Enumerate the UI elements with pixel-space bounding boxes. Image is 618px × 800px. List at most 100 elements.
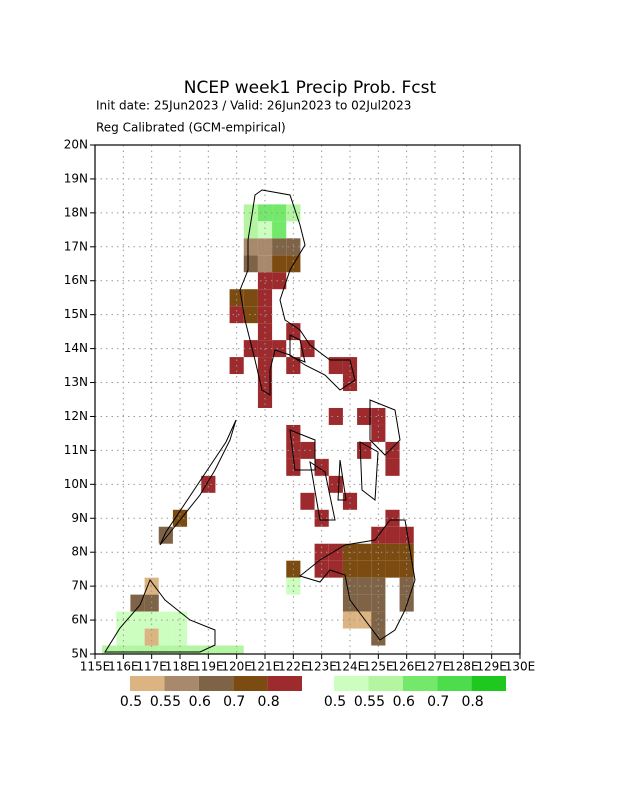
grid-cell [357, 407, 372, 425]
grid-cell [385, 560, 400, 578]
coast-palawan [159, 419, 237, 546]
legend-swatch [334, 676, 369, 691]
grid-cell [328, 475, 343, 493]
legend-swatch [402, 676, 438, 691]
legend-label: 0.5 [324, 694, 346, 710]
grid-cell [357, 577, 372, 595]
y-tick-label: 8N [71, 545, 88, 559]
x-tick-label: 127E [420, 660, 451, 674]
grid-cell [257, 289, 273, 307]
coastline [104, 189, 416, 653]
legend-label: 0.7 [223, 694, 245, 710]
grid-cell [187, 645, 202, 654]
grid-cell [257, 255, 273, 273]
subtitle: Reg Calibrated (GCM-empirical) [96, 121, 286, 135]
grid-cell [130, 645, 145, 654]
legend: 0.5 0.55 0.6 0.7 0.8 0.5 0.55 0.6 0.7 0.8 [120, 676, 506, 710]
grid-cell [385, 458, 400, 476]
y-tick-label: 10N [64, 477, 88, 491]
grid-cell [144, 594, 159, 612]
grid-cell [201, 645, 216, 654]
y-tick-label: 9N [71, 511, 88, 525]
grid-cell [371, 611, 386, 629]
grid-cell [158, 628, 173, 646]
coast-leyte [359, 441, 379, 501]
grid-cell [314, 458, 329, 476]
grid-cell [328, 543, 343, 561]
grid-cell [172, 628, 188, 646]
grid-cell [286, 458, 301, 476]
y-tick-label: 17N [64, 239, 88, 253]
coast-samar [369, 399, 401, 456]
x-tick-label: 123E [306, 660, 337, 674]
grid-cell [342, 492, 358, 510]
legend-label: 0.55 [150, 694, 181, 710]
x-tick-label: 121E [250, 660, 281, 674]
grid-cell [371, 594, 386, 612]
grid-cell [272, 272, 287, 290]
legend-swatch [164, 676, 199, 691]
grid-cell [116, 645, 131, 654]
grid-cell [172, 611, 188, 629]
y-tick-label: 12N [64, 409, 88, 423]
legend-label: 0.7 [427, 694, 449, 710]
grid-cell [201, 475, 216, 493]
grid-cell [328, 560, 343, 578]
legend-label: 0.8 [257, 694, 279, 710]
grid-cell [229, 645, 244, 654]
x-tick-label: 129E [476, 660, 507, 674]
grid-cell [172, 645, 188, 654]
grid-cell [257, 221, 273, 239]
grid-cell [158, 526, 173, 544]
grid-cell [342, 594, 358, 612]
grid-cell [243, 340, 258, 358]
coast-cebu [337, 459, 347, 501]
y-tick-label: 13N [64, 375, 88, 389]
x-tick-label: 128E [448, 660, 479, 674]
grid-cell [144, 611, 159, 629]
grid-cell [300, 441, 315, 459]
grid-cell [272, 255, 287, 273]
x-tick-label: 115E [80, 660, 111, 674]
grid-cell [243, 238, 258, 256]
grid-cell [272, 238, 287, 256]
x-tick-label: 130E [505, 660, 536, 674]
coast-borneo [104, 578, 216, 653]
grid-cell [328, 357, 343, 375]
grid-cell [399, 594, 414, 612]
grid-cell [399, 526, 414, 544]
legend-label: 0.8 [461, 694, 483, 710]
y-tick-label: 20N [64, 138, 88, 152]
legend-label: 0.5 [120, 694, 142, 710]
grid-cell [357, 560, 372, 578]
grid-cell [243, 306, 258, 324]
coast-mindoro [289, 334, 306, 363]
coast-panay [289, 429, 316, 471]
grid-cell [243, 221, 258, 239]
grid-cell [286, 424, 301, 442]
x-tick-label: 117E [136, 660, 167, 674]
legend-swatch [233, 676, 268, 691]
grid-cell [158, 645, 173, 654]
legend-swatch [471, 676, 506, 691]
x-tick-label: 122E [278, 660, 309, 674]
y-tick-label: 5N [71, 647, 88, 661]
y-tick-label: 11N [64, 443, 88, 457]
grid-cell [371, 424, 386, 442]
grid-cell [130, 611, 145, 629]
grid-cell [102, 645, 117, 654]
grid-cell [328, 407, 343, 425]
grid-cell [371, 407, 386, 425]
legend-swatch [198, 676, 234, 691]
grid-cell [272, 221, 287, 239]
grid-cell [144, 645, 159, 654]
legend-swatch [437, 676, 472, 691]
y-tick-label: 19N [64, 171, 88, 185]
grid-cell [257, 272, 273, 290]
grid-cell [172, 509, 188, 527]
grid-cell [243, 204, 258, 222]
cells [102, 204, 414, 654]
y-tick-label: 16N [64, 273, 88, 287]
grid-cell [300, 492, 315, 510]
